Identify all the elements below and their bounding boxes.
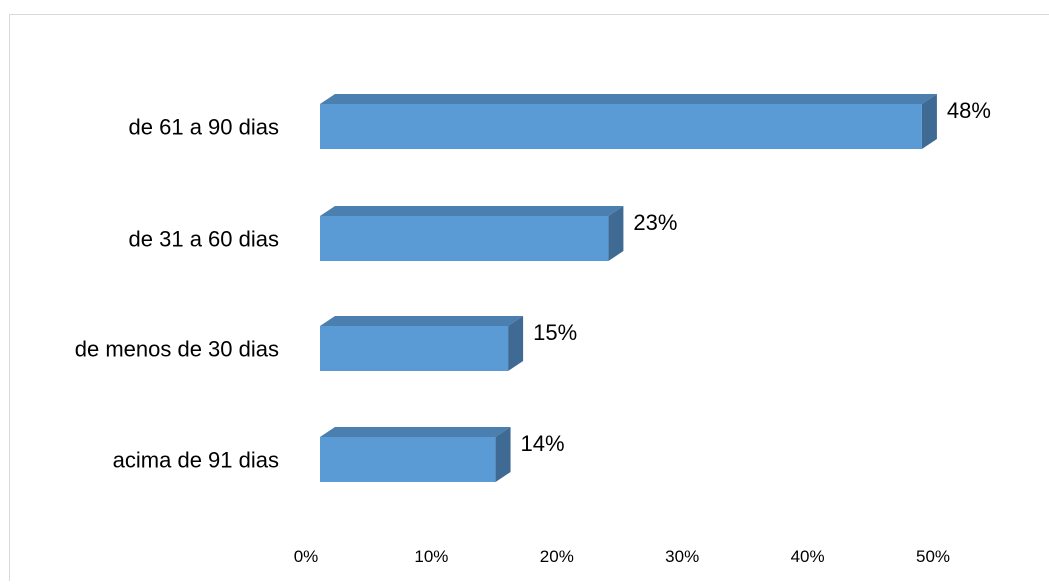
bar-front-face [320, 216, 608, 261]
data-label: 48% [947, 98, 991, 123]
category-label: acima de 91 dias [113, 448, 279, 473]
x-tick-label: 40% [791, 547, 825, 566]
bar-top-face [320, 206, 623, 216]
x-tick-label: 10% [414, 547, 448, 566]
bar-top-face [320, 94, 937, 104]
bar-front-face [320, 326, 508, 371]
category-label: de 31 a 60 dias [129, 227, 279, 252]
bar [320, 427, 511, 482]
x-tick-label: 50% [916, 547, 950, 566]
x-tick-label: 20% [540, 547, 574, 566]
x-tick-label: 0% [294, 547, 319, 566]
bar [320, 316, 523, 371]
data-label: 23% [633, 210, 677, 235]
data-label: 14% [521, 431, 565, 456]
bar-front-face [320, 437, 496, 482]
category-label: de 61 a 90 dias [129, 115, 279, 140]
bar [320, 206, 623, 261]
data-label: 15% [533, 320, 577, 345]
bar [320, 94, 937, 149]
bar-top-face [320, 316, 523, 326]
x-tick-label: 30% [665, 547, 699, 566]
bar-top-face [320, 427, 511, 437]
category-label: de menos de 30 dias [75, 337, 279, 362]
bar-front-face [320, 104, 922, 149]
